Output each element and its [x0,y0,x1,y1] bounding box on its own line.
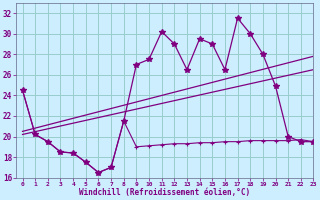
X-axis label: Windchill (Refroidissement éolien,°C): Windchill (Refroidissement éolien,°C) [79,188,250,197]
